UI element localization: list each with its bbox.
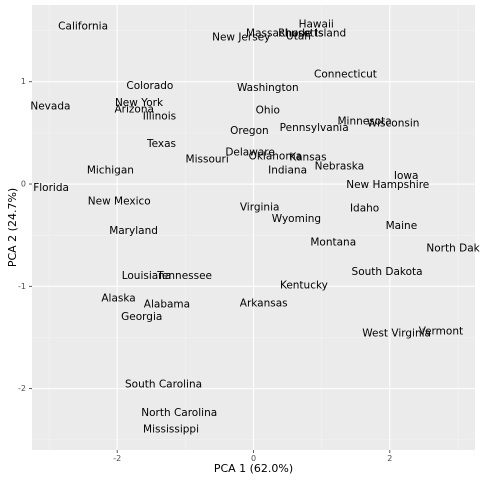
point-label: North Dakota — [426, 242, 480, 254]
point-label: Maine — [386, 220, 418, 232]
point-label: Minnesota — [337, 116, 391, 128]
point-label: Arkansas — [240, 298, 288, 310]
point-label: Texas — [146, 138, 176, 150]
major-gridlines — [32, 5, 475, 450]
x-axis-ticks: -2 0 2 — [113, 450, 392, 463]
point-label: Delaware — [225, 146, 274, 158]
point-label: West Virginia — [362, 327, 431, 339]
point-label: California — [58, 20, 108, 32]
point-label: Tennessee — [156, 270, 212, 282]
point-label: Wyoming — [272, 213, 321, 225]
point-label: Alaska — [101, 293, 135, 305]
point-label: Wisconsin — [367, 118, 419, 130]
point-label: Illinois — [143, 111, 176, 123]
x-tick-label: 0 — [251, 454, 256, 463]
point-label: Pennsylvania — [280, 122, 349, 134]
point-label: Mississippi — [143, 424, 199, 436]
point-label: New Jersey — [212, 32, 270, 44]
point-label: Michigan — [87, 165, 134, 177]
y-axis-ticks: -2 -1 0 1 — [18, 77, 32, 393]
point-label: Nevada — [30, 100, 70, 112]
point-label: Massachusetts — [246, 28, 324, 40]
point-label: Colorado — [126, 80, 173, 92]
point-label: Maryland — [109, 225, 158, 237]
point-label: Arizona — [115, 103, 154, 115]
point-label: New Hampshire — [346, 179, 429, 191]
point-label: Rhode Island — [278, 28, 346, 40]
point-label: Virginia — [240, 202, 280, 214]
point-label: North Carolina — [141, 407, 217, 419]
point-label: Indiana — [268, 165, 307, 177]
x-tick-label: 2 — [387, 454, 392, 463]
y-axis-title: PCA 2 (24.7%) — [6, 188, 19, 267]
point-label: Ohio — [256, 104, 280, 116]
point-label: Hawaii — [299, 18, 334, 30]
point-label: Florida — [33, 182, 69, 194]
point-label: Louisiana — [122, 270, 172, 282]
point-label: Idaho — [350, 203, 379, 215]
point-label: Oklahoma — [249, 150, 302, 162]
point-label: Kentucky — [280, 279, 328, 291]
point-label: Alabama — [144, 299, 190, 311]
point-label: South Dakota — [352, 266, 423, 278]
x-tick-label: -2 — [113, 454, 121, 463]
point-label: Vermont — [419, 325, 463, 337]
point-label: New Mexico — [88, 195, 151, 207]
y-tick-label: -2 — [18, 384, 26, 393]
point-label: Iowa — [394, 170, 419, 182]
point-label: Connecticut — [314, 69, 377, 81]
point-label: Kansas — [289, 151, 326, 163]
point-label: Nebraska — [315, 161, 365, 173]
x-axis-title: PCA 1 (62.0%) — [214, 462, 293, 475]
point-label: New York — [115, 97, 164, 109]
point-label: Missouri — [186, 153, 229, 165]
point-label: Montana — [310, 236, 356, 248]
point-label: South Carolina — [125, 379, 202, 391]
point-label: Utah — [286, 31, 311, 43]
y-tick-label: 0 — [21, 180, 26, 189]
y-tick-label: 1 — [21, 77, 26, 86]
point-label: Washington — [237, 82, 299, 94]
y-tick-label: -1 — [18, 282, 26, 291]
point-label: Oregon — [230, 125, 269, 137]
point-label: Georgia — [121, 311, 162, 323]
